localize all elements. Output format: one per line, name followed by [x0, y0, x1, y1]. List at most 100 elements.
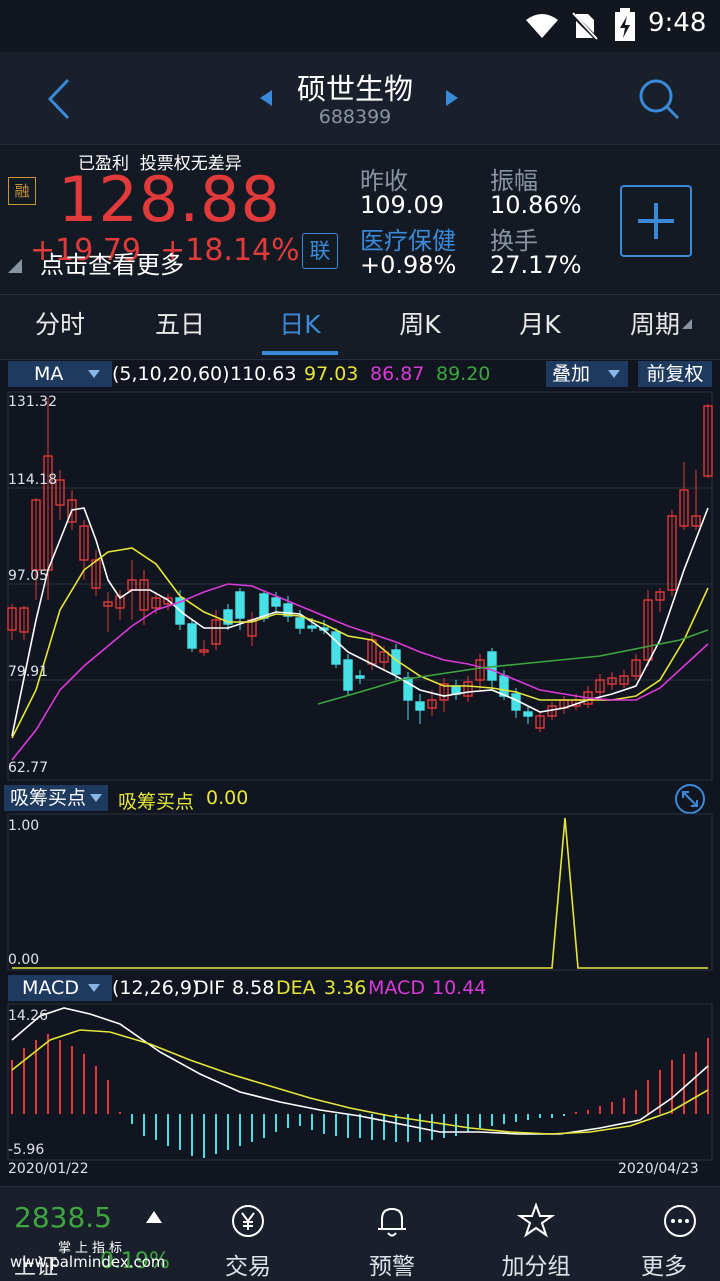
- sub1-panel-frame: [7, 813, 713, 971]
- search-icon[interactable]: [636, 76, 682, 122]
- candle-body: [283, 603, 293, 617]
- more-icon: [664, 1205, 696, 1237]
- ma60-value: 89.20: [436, 363, 491, 385]
- tap-more-link[interactable]: 点击查看更多: [40, 251, 184, 279]
- nav-alert-label: 预警: [369, 1254, 415, 1280]
- dif-label: DIF: [194, 977, 226, 999]
- candle-body: [223, 609, 233, 625]
- back-icon[interactable]: [44, 78, 74, 120]
- nav-alert[interactable]: 预警: [320, 1187, 464, 1281]
- wifi-icon: [526, 14, 558, 38]
- dropdown-icon: [88, 984, 100, 992]
- dropdown-icon: [88, 370, 100, 378]
- sub1-y-tick: 1.00: [8, 818, 40, 834]
- amplitude-value: 10.86%: [490, 191, 582, 219]
- y-tick-label: 114.18: [8, 472, 57, 488]
- sub1-indicator-select[interactable]: 吸筹买点: [4, 785, 108, 811]
- sector-link[interactable]: 医疗保健: [360, 227, 456, 255]
- stock-tags: 已盈利 投票权无差异: [78, 154, 242, 174]
- ma20-value: 86.87: [370, 363, 425, 385]
- candle-body: [691, 515, 701, 527]
- macd-indicator-select[interactable]: MACD: [8, 975, 112, 1001]
- candle-body: [475, 659, 485, 681]
- clock: 9:48: [648, 8, 707, 38]
- ma-indicator-select[interactable]: MA: [8, 361, 112, 387]
- candle-body: [379, 651, 389, 663]
- watermark-url: www.palmindex.com: [10, 1253, 166, 1271]
- overlay-label: 叠加: [552, 363, 591, 385]
- next-stock-icon[interactable]: [444, 88, 460, 108]
- sector-change: +0.98%: [360, 251, 457, 279]
- plus-icon: [638, 203, 674, 239]
- candle-body: [595, 679, 605, 693]
- candle-body: [115, 595, 125, 609]
- overlay-button[interactable]: 叠加: [546, 361, 628, 387]
- candle-body: [667, 515, 677, 591]
- nav-trade[interactable]: 交易: [176, 1187, 320, 1281]
- candle-body: [607, 677, 617, 685]
- nav-more-label: 更多: [641, 1254, 687, 1280]
- candle-body: [151, 597, 161, 609]
- index-change: 0.19%: [100, 1249, 170, 1274]
- kline-chart[interactable]: [0, 390, 720, 1186]
- expand-up-icon: [146, 1211, 162, 1223]
- prev-stock-icon[interactable]: [258, 88, 274, 108]
- watermark-text: 掌上指标: [58, 1241, 127, 1256]
- candle-body: [535, 715, 545, 729]
- dea-line: [11, 1029, 709, 1135]
- sub1-y-tick: 0.00: [8, 952, 40, 968]
- y-tick-label: 79.91: [8, 664, 49, 680]
- linked-badge[interactable]: 联: [302, 233, 338, 269]
- candle-body: [643, 599, 653, 661]
- price-change: +19.79 +18.14%: [30, 233, 300, 268]
- index-value: 2838.5: [14, 1201, 112, 1234]
- tab-five-day[interactable]: 五日: [154, 310, 205, 339]
- macd-y-tick: -5.96: [8, 1142, 45, 1158]
- no-sim-icon: [572, 12, 598, 40]
- y-tick-label: 97.05: [8, 568, 49, 584]
- expand-icon[interactable]: [674, 783, 706, 815]
- sub1-label: 吸筹买点: [118, 791, 195, 813]
- nav-more[interactable]: 更多: [608, 1187, 720, 1281]
- dea-label: DEA: [276, 977, 316, 999]
- candle-body: [7, 607, 17, 631]
- tab-intraday[interactable]: 分时: [34, 310, 85, 339]
- candle-body: [295, 617, 305, 629]
- add-watchlist-button[interactable]: [620, 185, 692, 257]
- period-corner-icon: [682, 319, 692, 329]
- nav-add-group[interactable]: 加分组: [464, 1187, 608, 1281]
- candle-body: [307, 625, 317, 629]
- dropdown-icon: [90, 794, 102, 802]
- macd-y-tick: 14.26: [8, 1008, 49, 1024]
- prev-close-value: 109.09: [360, 191, 444, 219]
- kline-panel-frame: [7, 391, 713, 781]
- ma60-line: [317, 629, 709, 705]
- dif-value: 8.58: [232, 977, 275, 999]
- battery-charging-icon: [615, 8, 635, 41]
- ma10-value: 97.03: [304, 363, 359, 385]
- date-start: 2020/01/22: [8, 1161, 89, 1177]
- ma-indicator-label: MA: [34, 363, 64, 385]
- candle-body: [619, 675, 629, 685]
- candle-body: [415, 701, 425, 711]
- trade-yen-icon: [232, 1205, 264, 1237]
- tab-period[interactable]: 周期: [629, 310, 680, 339]
- nav-trade-label: 交易: [225, 1254, 271, 1280]
- active-tab-indicator: [262, 351, 338, 355]
- amplitude-label: 振幅: [490, 167, 538, 195]
- ma10-line: [11, 547, 709, 739]
- header: 硕世生物 688399: [0, 52, 720, 144]
- candle-body: [199, 649, 209, 653]
- tab-weekly-k[interactable]: 周K: [399, 310, 441, 339]
- candle-body: [343, 659, 353, 691]
- adjust-button[interactable]: 前复权: [638, 361, 712, 387]
- y-tick-label: 62.77: [8, 760, 49, 776]
- period-tabs: 分时 五日 日K 周K 月K 周期: [0, 294, 720, 360]
- index-ticker[interactable]: 2838.5 上证 0.19% 掌上指标 www.palmindex.com: [0, 1187, 170, 1281]
- tab-daily-k[interactable]: 日K: [279, 310, 321, 339]
- candle-body: [19, 607, 29, 633]
- candle-body: [235, 591, 245, 619]
- tab-monthly-k[interactable]: 月K: [519, 310, 561, 339]
- dea-value: 3.36: [324, 977, 367, 999]
- page-title: 硕世生物: [296, 72, 413, 106]
